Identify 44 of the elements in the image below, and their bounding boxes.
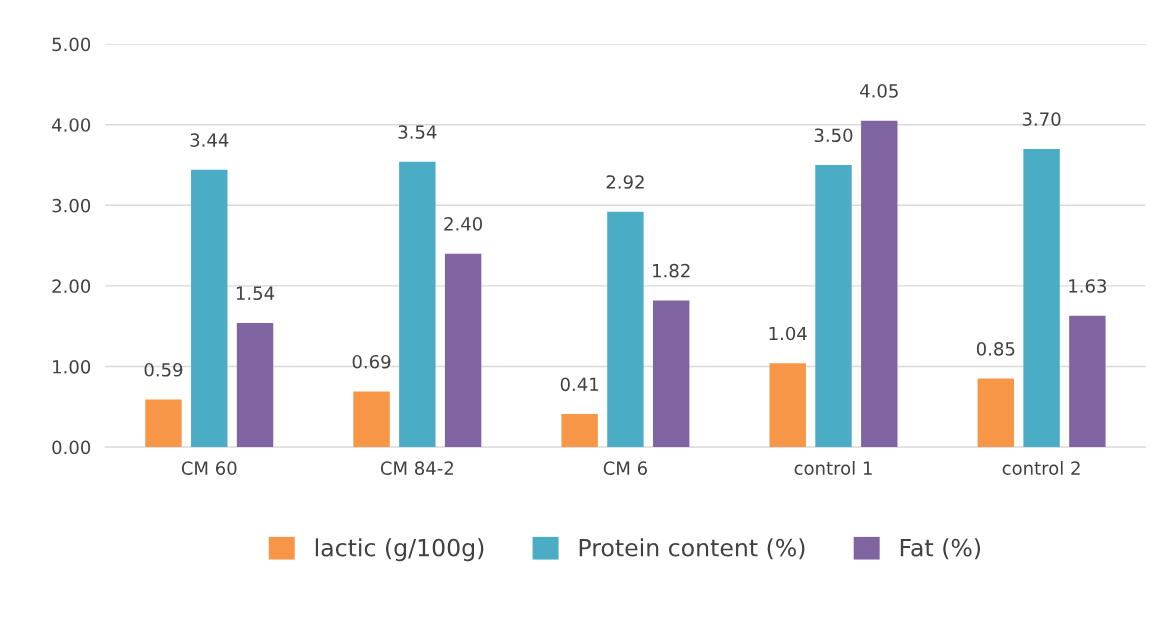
text: 0.69 (352, 354, 391, 369)
text: 1.54 (236, 286, 275, 301)
x-tick-label: CM 60 (181, 461, 237, 475)
bar (1023, 148, 1060, 448)
text: 0.59 (144, 362, 183, 377)
bar (191, 169, 228, 448)
bar (607, 211, 644, 448)
text: 2.40 (444, 217, 483, 231)
bar (652, 300, 690, 448)
bar (977, 378, 1015, 448)
x-tick-label: CM 84-2 (380, 461, 453, 475)
text: 4.05 (860, 84, 898, 98)
x-tick-label: control 2 (1002, 461, 1080, 475)
legend-label: lactic (g/100g) (315, 538, 484, 562)
legend-label: Fat (%) (900, 538, 981, 560)
text: 1.63 (1069, 279, 1107, 293)
bar (815, 165, 852, 448)
bar (444, 253, 482, 448)
y-tick-label: 0.00 (52, 440, 91, 455)
text: 1.04 (769, 326, 807, 341)
bar (399, 161, 436, 448)
y-tick-label: 5.00 (52, 37, 91, 52)
bar (769, 363, 806, 448)
text: 3.54 (398, 125, 437, 139)
legend-label: Protein content (%) (579, 538, 805, 560)
y-tick-label: 4.00 (52, 118, 91, 132)
x-tick-label: CM 6 (603, 461, 647, 475)
bar (353, 391, 390, 448)
y-tick-label: 2.00 (52, 279, 91, 294)
text: 1.82 (653, 263, 690, 278)
y-tick-label: 1.00 (53, 359, 91, 374)
bar (236, 322, 274, 448)
bar (861, 120, 898, 448)
y-tick-label: 3.00 (52, 198, 91, 213)
bar (145, 399, 182, 448)
text: 3.70 (1022, 112, 1061, 126)
bar (561, 414, 598, 448)
text: 0.85 (976, 342, 1015, 356)
x-tick-label: control 1 (794, 461, 872, 475)
text: 3.50 (814, 128, 853, 143)
text: 2.92 (606, 175, 644, 189)
text: 0.41 (560, 377, 599, 392)
bar (1069, 315, 1106, 448)
text: 3.44 (190, 133, 229, 147)
